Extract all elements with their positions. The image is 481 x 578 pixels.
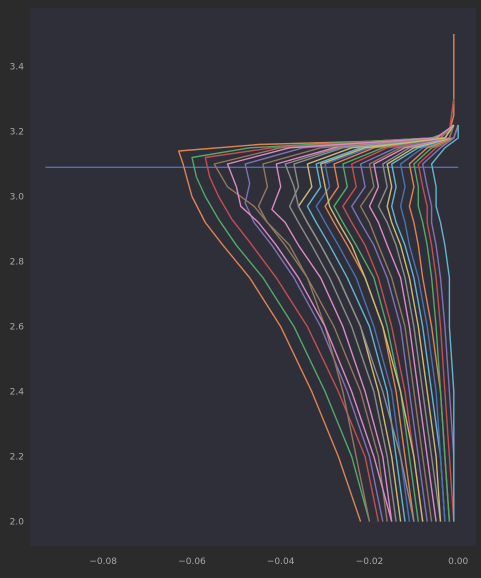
series-line-29 <box>320 124 455 522</box>
series-line-30 <box>430 125 459 522</box>
x-tick-label-3: −0.04 <box>267 557 295 567</box>
series-line-15 <box>351 124 455 522</box>
x-axis-ticks: −0.08 −0.06 −0.04 −0.02 0.00 <box>89 557 468 567</box>
series-layer <box>45 34 459 522</box>
y-tick-label-3: 2.4 <box>10 388 25 398</box>
x-tick-label-1: −0.08 <box>89 557 117 567</box>
series-line-17 <box>368 124 459 522</box>
x-tick-label-2: −0.06 <box>178 557 206 567</box>
x-tick-label-5: 0.00 <box>448 557 468 567</box>
x-tick-label-4: −0.02 <box>356 557 384 567</box>
y-tick-label-8: 3.4 <box>10 63 25 73</box>
series-line-25 <box>422 124 459 522</box>
series-line-27 <box>226 124 455 522</box>
y-tick-label-7: 3.2 <box>10 128 24 138</box>
series-line-28 <box>284 124 455 522</box>
y-tick-label-2: 2.2 <box>10 453 24 463</box>
y-tick-label-6: 3.0 <box>10 193 25 203</box>
series-line-22 <box>408 124 459 522</box>
series-line-19 <box>386 124 459 522</box>
y-axis-ticks: 2.0 2.2 2.4 2.6 2.8 3.0 3.2 3.4 <box>10 63 25 528</box>
y-tick-label-4: 2.6 <box>10 323 25 333</box>
y-tick-label-5: 2.8 <box>10 258 25 268</box>
y-tick-label-1: 2.0 <box>10 518 25 528</box>
plot-area <box>30 8 476 546</box>
